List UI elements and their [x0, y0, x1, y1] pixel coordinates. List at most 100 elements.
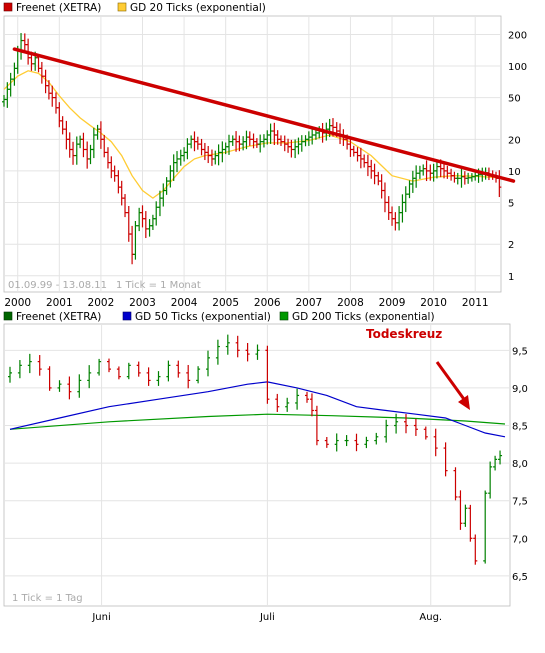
top-x-tick-label: 2004 [171, 297, 198, 309]
bottom-price-bar [364, 436, 369, 449]
top-gd20-series [3, 70, 500, 199]
top-x-tick-label: 2002 [88, 297, 115, 309]
bottom-price-bar [344, 435, 349, 447]
bottom-price-bar [235, 335, 240, 358]
top-price-bar [268, 123, 273, 144]
top-plot-area [3, 15, 502, 293]
top-trendline [12, 47, 516, 183]
top-legend: Freenet (XETRA) GD 20 Ticks (exponential… [3, 2, 266, 14]
top-price-bar [424, 160, 429, 182]
bottom-x-tick-label: Juli [259, 612, 275, 623]
top-x-tick-label: 2007 [295, 297, 322, 309]
top-price-bar [71, 141, 76, 165]
top-price-bar [351, 145, 356, 157]
legend-swatch-gd200 [279, 311, 289, 321]
bottom-price-bar [483, 490, 488, 564]
bottom-price-bar [107, 358, 111, 373]
bottom-price-bar [498, 450, 503, 465]
top-price-bar [195, 136, 200, 150]
top-price-bar [372, 163, 377, 185]
top-price-bar [50, 85, 55, 107]
top-price-bar [175, 151, 180, 173]
top-y-tick-label: 2 [508, 240, 514, 251]
top-x-tick-labels: 2000 2001 2002 2003 2004 2005 2006 2007 2008 2009… [4, 297, 488, 309]
top-price-bar [91, 127, 96, 159]
bottom-price-bar [87, 365, 92, 389]
bottom-price-bar [433, 428, 438, 457]
top-price-bar [362, 154, 367, 168]
top-gd20-line [3, 70, 500, 199]
bottom-price-bar [443, 442, 448, 477]
top-price-series [2, 33, 502, 265]
top-price-bar [206, 146, 211, 164]
bottom-price-bar [255, 344, 260, 360]
bottom-price-bar [186, 364, 191, 389]
bottom-price-bar [265, 345, 270, 404]
bottom-price-bar [57, 380, 62, 392]
bottom-price-bar [176, 360, 181, 378]
bottom-y-tick-label: 7,0 [512, 534, 528, 545]
bottom-price-bar [146, 367, 151, 386]
bottom-price-bar [488, 461, 493, 499]
legend-swatch-freenet [3, 2, 13, 12]
top-price-bar [81, 132, 86, 158]
bottom-price-bar [77, 374, 82, 398]
top-x-tick-label: 2010 [420, 297, 447, 309]
legend-label-freenet-bottom: Freenet (XETRA) [16, 311, 101, 323]
top-price-bar [445, 165, 450, 179]
bottom-price-bar [275, 393, 280, 413]
top-price-bar [216, 144, 221, 166]
top-x-tick-label: 2001 [46, 297, 73, 309]
top-y-tick-labels: 1 2 5 10 20 50 100 200 [508, 30, 527, 282]
top-y-tick-label: 1 [508, 272, 514, 283]
legend-label-gd50: GD 50 Ticks (exponential) [135, 311, 271, 323]
top-x-tick-label: 2009 [379, 297, 406, 309]
top-price-bar [455, 172, 460, 185]
top-price-bar [164, 177, 169, 195]
top-price-bar [237, 135, 242, 152]
bottom-price-bar [17, 360, 22, 379]
bottom-price-bar [156, 371, 161, 386]
top-price-bar [299, 135, 304, 152]
bottom-plot-area [3, 323, 511, 607]
legend-label-gd200: GD 200 Ticks (exponential) [292, 311, 435, 323]
top-price-bar [227, 134, 232, 155]
bottom-price-bar [215, 339, 220, 365]
top-price-bar [393, 212, 398, 231]
bottom-y-tick-label: 9,5 [512, 346, 528, 357]
top-trendline-line [12, 47, 516, 183]
bottom-gd50-line [9, 381, 506, 438]
bottom-price-bar [136, 361, 141, 377]
top-price-bar [258, 134, 263, 153]
bottom-y-tick-label: 7,5 [512, 497, 528, 508]
top-y-tick-label: 10 [508, 167, 521, 178]
bottom-price-bar [423, 426, 428, 440]
top-price-bar [102, 134, 107, 158]
bottom-price-bar [453, 467, 458, 501]
bottom-price-bar [47, 366, 52, 391]
bottom-price-bar [493, 455, 498, 471]
top-y-tick-label: 5 [508, 198, 514, 209]
bottom-price-bar [404, 414, 408, 434]
bottom-price-bar [314, 405, 319, 446]
top-price-bar [310, 128, 315, 145]
bottom-price-bar [166, 360, 171, 382]
top-x-tick-label: 2000 [4, 297, 31, 309]
top-y-tick-label: 20 [508, 135, 521, 146]
top-price-bar [414, 165, 419, 188]
bottom-y-tick-label: 6,5 [512, 572, 528, 583]
bottom-price-bar [37, 355, 42, 376]
top-x-tick-label: 2003 [129, 297, 156, 309]
bottom-price-bar [295, 388, 300, 410]
top-price-bar [133, 220, 138, 260]
top-price-bar [112, 165, 117, 182]
bottom-price-bar [97, 358, 102, 376]
annotation-arrow-shaft [435, 361, 468, 403]
bottom-price-bar [309, 393, 314, 417]
bottom-price-bar [27, 353, 32, 374]
bottom-price-bar [285, 397, 290, 412]
bottom-x-tick-label: Juni [91, 612, 110, 623]
bottom-price-bar [354, 433, 359, 452]
